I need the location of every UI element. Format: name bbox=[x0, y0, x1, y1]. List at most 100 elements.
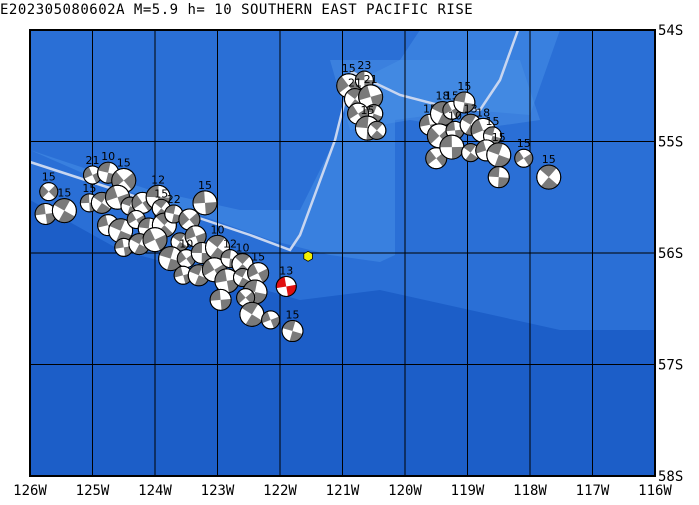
event-depth-label: 15 bbox=[117, 157, 131, 170]
event-depth-label: 15 bbox=[57, 187, 71, 200]
beachball-quadrant bbox=[205, 201, 217, 215]
beachball-quadrant bbox=[96, 202, 111, 214]
beachball-quadrant bbox=[461, 114, 477, 125]
beachball-quadrant bbox=[241, 302, 259, 315]
beachball-quadrant bbox=[134, 244, 149, 255]
beachball-quadrant bbox=[93, 192, 108, 203]
event-depth-label: 15 bbox=[457, 80, 471, 93]
longitude-ticks: 126W 125W 124W 123W 122W 121W 120W 119W 118W 117W… bbox=[13, 483, 672, 499]
beachball-quadrant bbox=[465, 152, 478, 162]
beachball-quadrant bbox=[425, 149, 437, 165]
lon-tick-label: 119W bbox=[451, 483, 485, 499]
beachball-quadrant bbox=[419, 114, 430, 127]
beachball-quadrant bbox=[193, 190, 205, 204]
lon-tick-label: 117W bbox=[576, 483, 610, 499]
event-beachball bbox=[214, 268, 240, 294]
lon-tick-label: 122W bbox=[263, 483, 297, 499]
beachball-rim bbox=[367, 120, 387, 140]
event-beachball bbox=[51, 198, 77, 224]
event-beachball bbox=[367, 120, 387, 140]
beachball-quadrant bbox=[39, 185, 49, 199]
event-beachball bbox=[114, 237, 134, 257]
beachball-quadrant bbox=[172, 232, 185, 242]
beachball-quadrant bbox=[276, 276, 287, 289]
event-beachball bbox=[281, 320, 304, 343]
event-beachball bbox=[439, 134, 465, 160]
beachball-quadrant bbox=[355, 116, 369, 129]
map-title: E202305080602A M=5.9 h= 10 SOUTHERN EAST… bbox=[0, 2, 474, 18]
main-event-depth-label: 13 bbox=[279, 264, 293, 277]
event-beachball bbox=[453, 91, 476, 114]
event-depth-label: 13 bbox=[464, 102, 478, 115]
beachball-quadrant bbox=[236, 290, 246, 304]
event-beachball bbox=[39, 182, 59, 202]
event-depth-label: 10 bbox=[448, 109, 462, 122]
lon-tick-label: 118W bbox=[513, 483, 547, 499]
beachball-quadrant bbox=[245, 291, 255, 305]
event-beachball bbox=[536, 164, 562, 190]
event-beachball bbox=[164, 204, 184, 224]
beachball-quadrant bbox=[451, 146, 464, 160]
beachball-quadrant bbox=[35, 203, 46, 216]
beachball-quadrant bbox=[370, 121, 383, 131]
event-beachball bbox=[209, 288, 232, 311]
beachball-quadrant bbox=[234, 253, 250, 265]
event-depth-label: 10 bbox=[179, 238, 193, 251]
beachball-quadrant bbox=[123, 172, 136, 190]
event-depth-label: 15 bbox=[361, 104, 375, 117]
lat-tick-label: 56S bbox=[658, 246, 683, 262]
event-depth-label: 15 bbox=[517, 137, 531, 150]
beachball-quadrant bbox=[97, 214, 109, 228]
beachball-quadrant bbox=[189, 212, 200, 228]
event-depth-label: 22 bbox=[167, 193, 181, 206]
beachball-quadrant bbox=[498, 177, 510, 188]
event-beachball bbox=[192, 190, 218, 216]
beachball-rim bbox=[536, 164, 562, 190]
latitude-ticks: 54S 55S 56S 57S 58S bbox=[658, 23, 683, 485]
beachball-quadrant bbox=[462, 102, 475, 113]
beachball-quadrant bbox=[245, 314, 263, 327]
beachball-quadrant bbox=[258, 268, 269, 283]
event-beachball bbox=[442, 100, 462, 120]
event-depth-label: 21 bbox=[86, 154, 100, 167]
beachball-quadrant bbox=[130, 233, 145, 245]
event-depth-label: 15 bbox=[486, 115, 500, 128]
event-beachball bbox=[178, 208, 201, 231]
lon-tick-label: 124W bbox=[138, 483, 172, 499]
beachball-quadrant bbox=[439, 135, 452, 148]
event-depth-label: 15 bbox=[198, 179, 212, 192]
beachball-quadrant bbox=[114, 238, 124, 249]
event-depth-label: 21 bbox=[348, 77, 362, 90]
beachball-quadrant bbox=[463, 143, 476, 153]
event-depth-label: 15 bbox=[286, 309, 300, 322]
event-beachball bbox=[170, 232, 190, 252]
event-depth-label: 15 bbox=[42, 171, 56, 184]
beachball-quadrant bbox=[177, 251, 187, 264]
event-beachball bbox=[261, 310, 281, 330]
event-beachball bbox=[247, 262, 270, 285]
beachball-rim bbox=[453, 91, 476, 114]
lat-tick-label: 55S bbox=[658, 135, 683, 151]
main-event-beachball bbox=[275, 275, 297, 297]
beachball-rim bbox=[487, 166, 510, 189]
beachball-quadrant bbox=[146, 185, 159, 198]
event-beachball bbox=[487, 166, 510, 189]
beachball-rim bbox=[51, 198, 77, 224]
beachball-quadrant bbox=[355, 71, 365, 81]
beachball-rim bbox=[209, 288, 232, 311]
event-depth-label: 12 bbox=[223, 238, 237, 251]
beachball-quadrant bbox=[111, 171, 124, 189]
beachball-rim bbox=[142, 227, 168, 253]
lon-tick-label: 125W bbox=[76, 483, 110, 499]
beachball-quadrant bbox=[221, 249, 231, 259]
event-depth-label: 21 bbox=[364, 73, 378, 86]
beachball-quadrant bbox=[286, 284, 297, 297]
beachball-quadrant bbox=[454, 91, 467, 103]
beachball-quadrant bbox=[58, 210, 75, 223]
grid-lines bbox=[30, 30, 655, 476]
lon-tick-label: 123W bbox=[201, 483, 235, 499]
beachball-rim bbox=[281, 320, 304, 343]
beachball-quadrant bbox=[53, 198, 71, 211]
beachball-quadrant bbox=[132, 194, 143, 209]
beachball-quadrant bbox=[175, 241, 188, 251]
